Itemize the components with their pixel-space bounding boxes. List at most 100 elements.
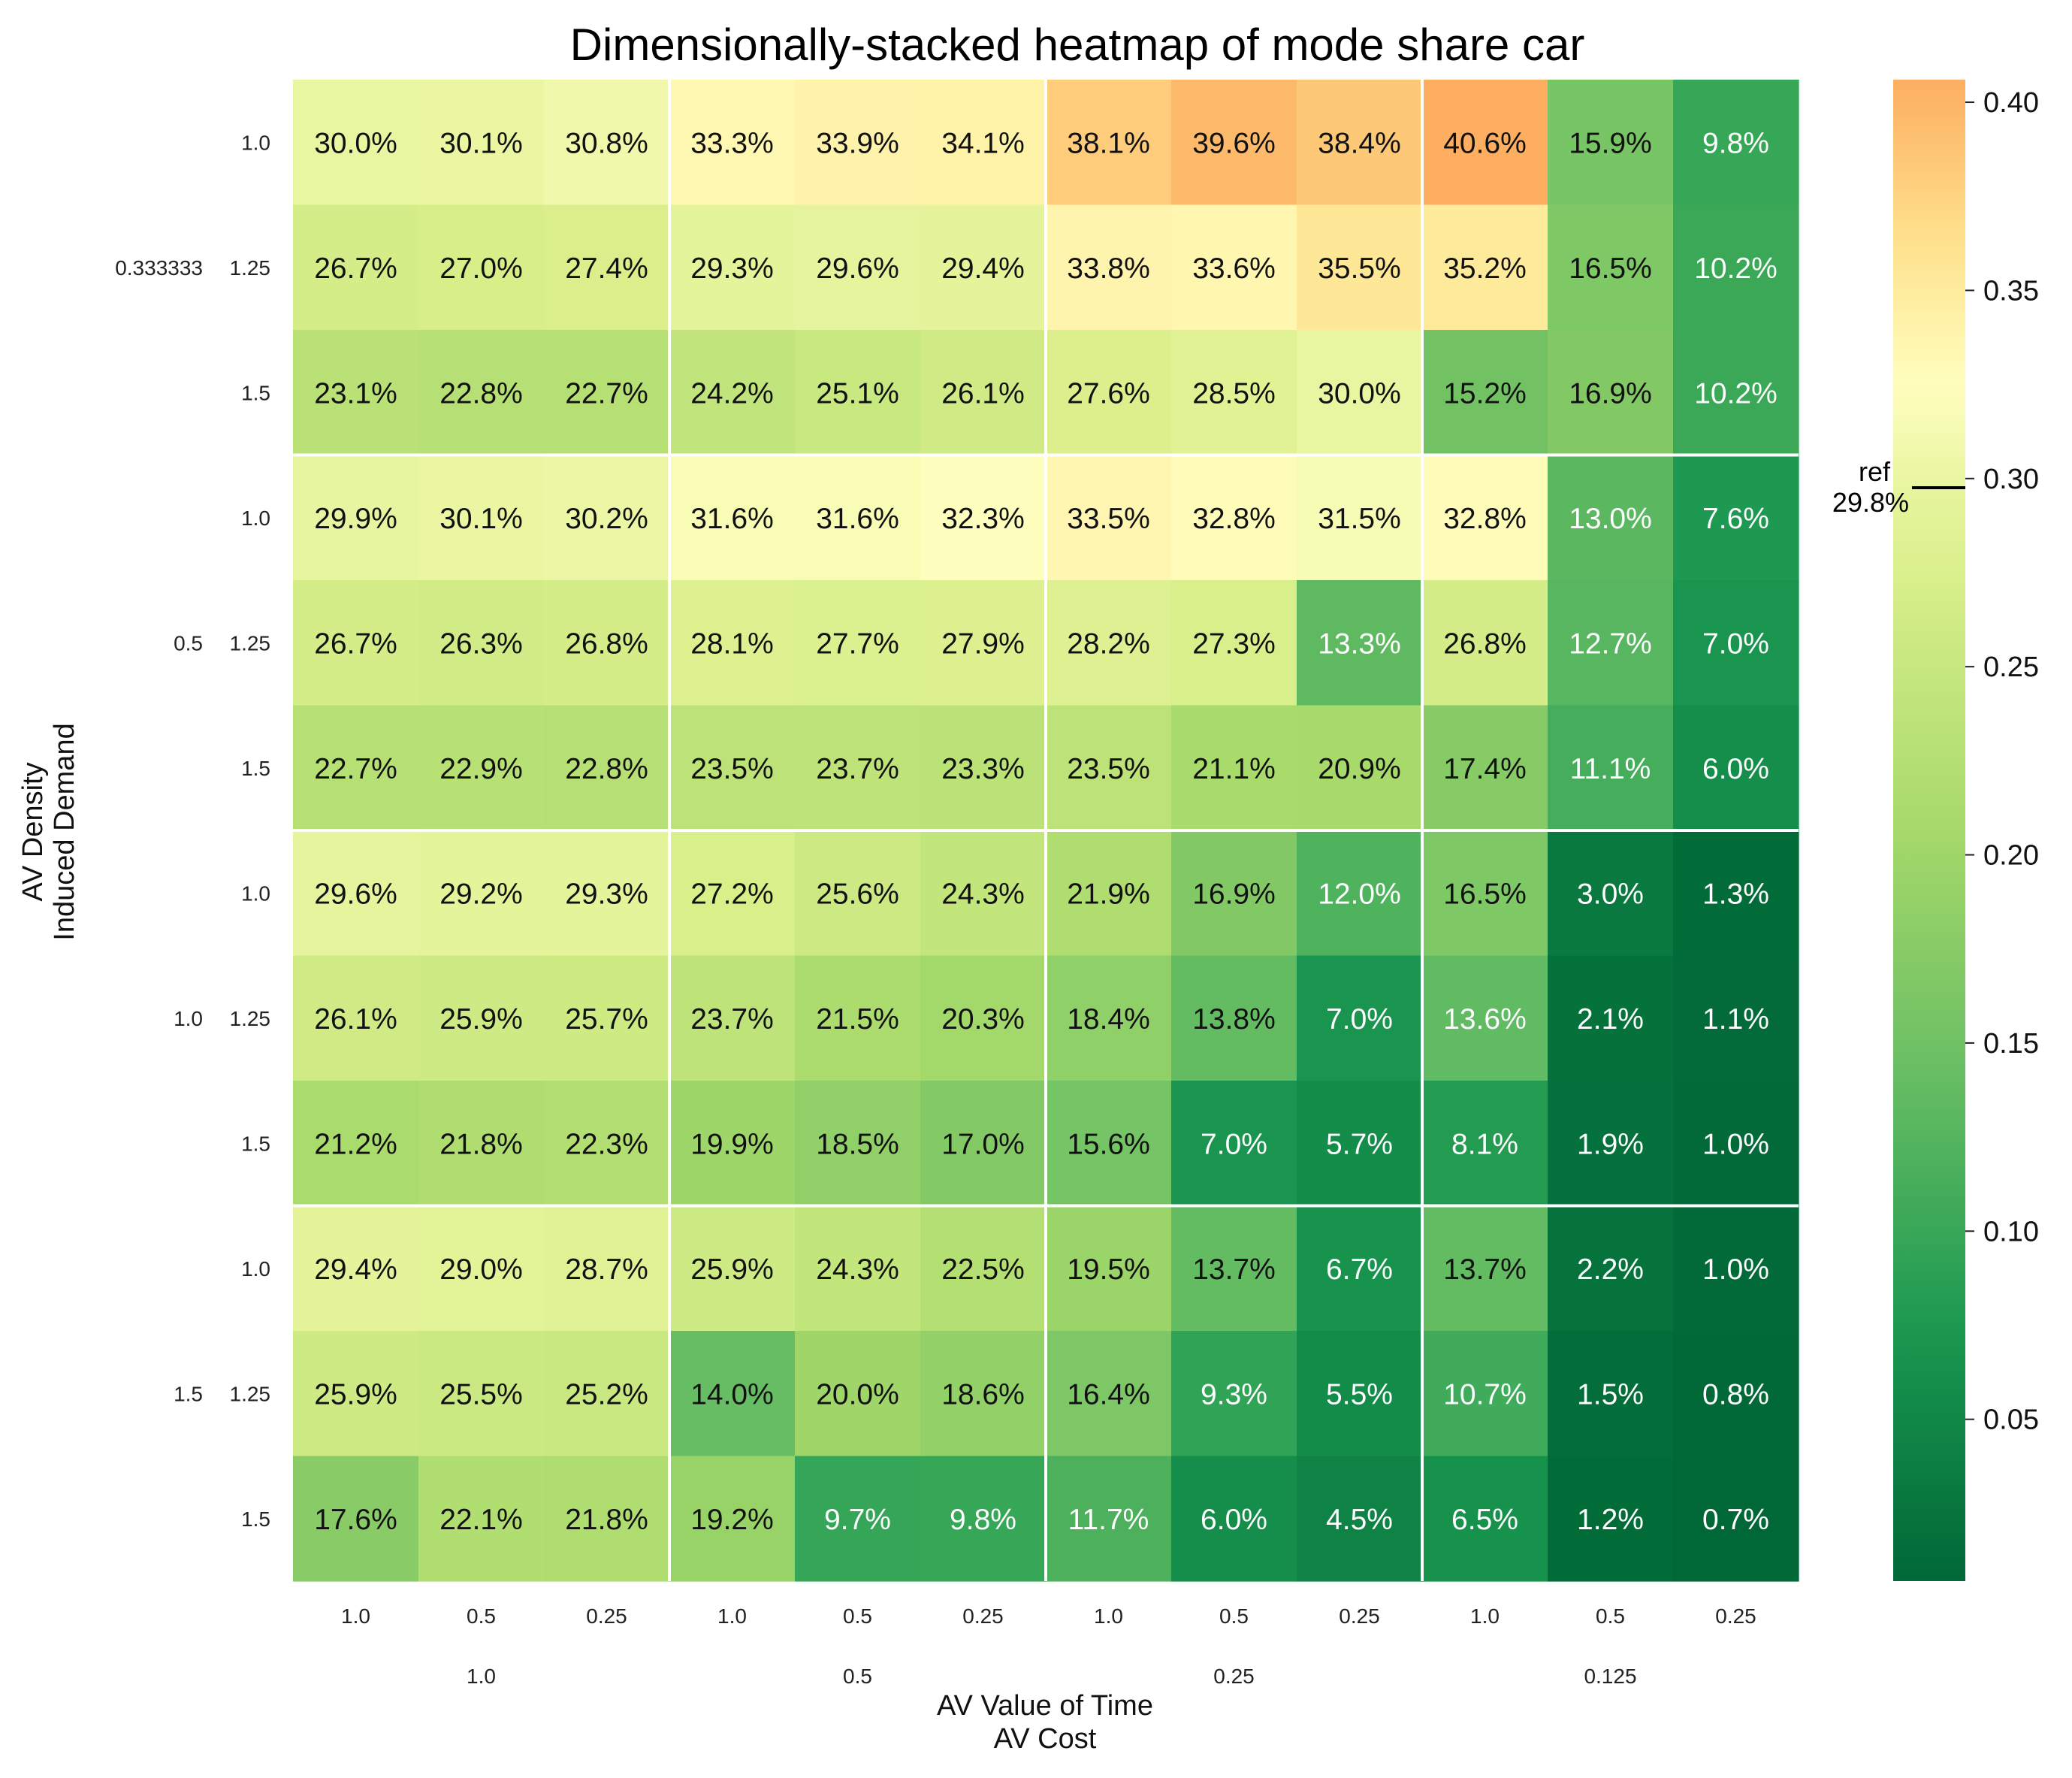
cell-value-label: 33.3% [690, 127, 774, 159]
heatmap-cell [669, 705, 796, 831]
cell-value-label: 19.2% [690, 1504, 774, 1536]
heatmap-cell [544, 330, 670, 456]
heatmap-cell [418, 1081, 545, 1207]
cell-value-label: 9.8% [1702, 127, 1769, 159]
cell-value-label: 0.7% [1702, 1504, 1769, 1536]
colorbar-tick-label: 0.10 [1983, 1216, 2039, 1247]
heatmap-cell [920, 1456, 1047, 1582]
reference-marker: ref 29.8% [1832, 456, 1965, 518]
x-inner-tick-label: 0.5 [843, 1604, 872, 1628]
heatmap-cell [293, 705, 419, 831]
x-inner-tick-label: 1.0 [341, 1604, 370, 1628]
heatmap-cell [920, 204, 1047, 331]
heatmap-cell [920, 80, 1047, 206]
heatmap-cell [1046, 1205, 1172, 1332]
cell-value-label: 38.4% [1318, 127, 1401, 159]
heatmap-cell [1548, 1205, 1674, 1332]
heatmap-cell [1046, 580, 1172, 706]
heatmap-cell [1171, 580, 1297, 706]
cell-value-label: 1.1% [1702, 1003, 1769, 1036]
heatmap-cell [418, 830, 545, 957]
x-inner-tick-label: 0.25 [1715, 1604, 1756, 1628]
cell-value-label: 9.3% [1201, 1378, 1267, 1411]
heatmap-cell [293, 955, 419, 1081]
cell-value-label: 40.6% [1443, 127, 1527, 159]
cell-value-label: 15.6% [1067, 1128, 1150, 1160]
heatmap-cell [544, 455, 670, 581]
cell-value-label: 18.4% [1067, 1003, 1150, 1036]
heatmap-cell [1422, 705, 1548, 831]
heatmap-cell [1422, 955, 1548, 1081]
y-axis-label: AV Density Induced Demand [17, 723, 80, 940]
cell-value-label: 11.7% [1068, 1504, 1149, 1536]
cell-value-label: 33.5% [1067, 503, 1150, 535]
heatmap-cell [1673, 1205, 1799, 1332]
y-inner-tick-label: 1.0 [241, 1257, 270, 1281]
heatmap-cell [293, 204, 419, 331]
cell-value-label: 28.1% [690, 627, 774, 660]
heatmap-cell [669, 955, 796, 1081]
colorbar-tick-label: 0.35 [1983, 275, 2039, 307]
heatmap-cell [1548, 705, 1674, 831]
cell-value-label: 30.1% [439, 127, 523, 159]
y-inner-tick-label: 1.0 [241, 881, 270, 905]
y-axis-label-line-1: AV Density [17, 762, 49, 901]
cell-value-label: 10.7% [1443, 1378, 1527, 1411]
group-separators [293, 80, 1799, 1581]
heatmap-cell [1673, 705, 1799, 831]
cell-value-label: 23.3% [941, 753, 1025, 785]
cell-value-label: 13.0% [1569, 503, 1652, 535]
heatmap-cell [795, 830, 921, 957]
cell-value-label: 20.3% [941, 1003, 1025, 1036]
colorbar-tick-label: 0.05 [1983, 1405, 2039, 1436]
cell-value-label: 27.3% [1192, 627, 1276, 660]
heatmap-cell [669, 580, 796, 706]
y-inner-tick-label: 1.0 [241, 131, 270, 154]
cell-value-label: 30.2% [565, 503, 648, 535]
cell-value-label: 21.9% [1067, 878, 1150, 910]
cell-value-label: 28.2% [1067, 627, 1150, 660]
heatmap-cell [1422, 1205, 1548, 1332]
heatmap-cell [1297, 705, 1423, 831]
x-inner-tick-label: 0.25 [1339, 1604, 1380, 1628]
cell-value-label: 23.5% [1067, 753, 1150, 785]
cell-value-label: 10.2% [1694, 377, 1778, 410]
heatmap-cell [795, 705, 921, 831]
cell-value-label: 12.0% [1318, 878, 1401, 910]
heatmap-cell [544, 204, 670, 331]
cell-value-label: 1.9% [1577, 1128, 1644, 1160]
cell-value-label: 17.6% [314, 1504, 397, 1536]
colorbar-tick-label: 0.15 [1983, 1028, 2039, 1060]
cell-value-label: 9.8% [950, 1504, 1016, 1536]
cell-value-label: 27.2% [690, 878, 774, 910]
heatmap-cell [1297, 80, 1423, 206]
cell-value-label: 22.5% [941, 1253, 1025, 1286]
y-inner-tick-label: 1.25 [230, 631, 271, 655]
cell-value-label: 16.9% [1569, 377, 1652, 410]
heatmap-cell [1046, 455, 1172, 581]
heatmap-cell [418, 580, 545, 706]
cell-value-label: 12.7% [1569, 627, 1652, 660]
y-outer-tick-labels: 0.333333 0.5 1.0 1.5 [115, 256, 203, 1406]
x-inner-tick-label: 1.0 [717, 1604, 747, 1628]
cell-value-label: 25.1% [816, 377, 899, 410]
cell-value-label: 38.1% [1067, 127, 1150, 159]
heatmap-cell [293, 330, 419, 456]
heatmap-cell [1171, 1456, 1297, 1582]
heatmap-cell [920, 330, 1047, 456]
cell-value-label: 30.8% [565, 127, 648, 159]
cell-value-label: 21.5% [816, 1003, 899, 1036]
x-outer-tick-label: 1.0 [467, 1665, 496, 1688]
x-inner-tick-label: 0.5 [1596, 1604, 1625, 1628]
cell-value-label: 1.3% [1702, 878, 1769, 910]
cell-value-label: 25.9% [690, 1253, 774, 1286]
x-outer-tick-label: 0.5 [843, 1665, 872, 1688]
x-inner-tick-label: 1.0 [1094, 1604, 1123, 1628]
heatmap-cell [1422, 1331, 1548, 1457]
cell-value-label: 30.0% [314, 127, 397, 159]
cell-value-label: 29.4% [941, 252, 1025, 285]
cell-value-label: 21.1% [1192, 753, 1276, 785]
heatmap-cell [1046, 830, 1172, 957]
heatmap-cell [293, 455, 419, 581]
y-inner-tick-label: 1.5 [241, 757, 270, 780]
